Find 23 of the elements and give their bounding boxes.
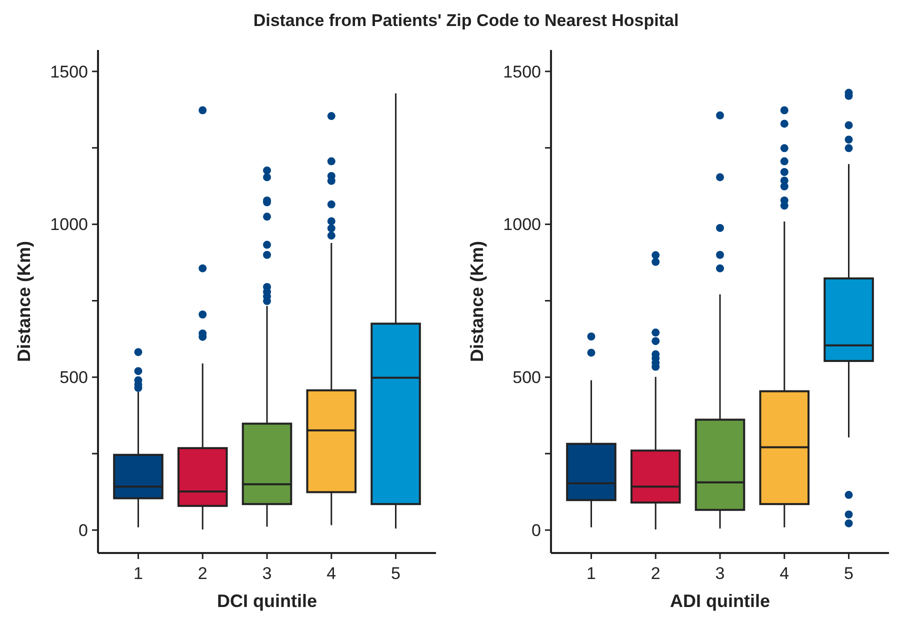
x-tick-label: 1 [134,564,143,583]
x-tick-label: 4 [780,564,790,583]
x-tick-label: 3 [262,564,272,583]
x-tick-label: 4 [326,564,336,583]
y-tick-label: 0 [532,521,541,540]
x-tick-label: 1 [586,564,596,583]
x-axis-title: DCI quintile [217,591,317,611]
y-tick-label: 1000 [503,215,541,234]
y-axis-title: Distance (Km) [467,240,487,362]
x-axis-title: ADI quintile [670,591,770,611]
y-tick-label: 500 [512,368,541,388]
x-tick-label: 5 [844,564,854,583]
x-tick-label: 2 [198,564,208,583]
x-tick-label: 2 [650,564,660,583]
chart-title: Distance from Patients' Zip Code to Nearest Hospital [253,11,679,30]
x-tick-label: 3 [715,564,725,583]
y-tick-label: 1000 [50,215,88,234]
y-tick-label: 1500 [503,62,541,82]
y-tick-label: 0 [78,521,88,540]
x-tick-label: 5 [391,564,400,583]
y-tick-label: 500 [60,368,88,388]
y-tick-label: 1500 [50,62,88,82]
y-axis-title: Distance (Km) [14,240,34,362]
